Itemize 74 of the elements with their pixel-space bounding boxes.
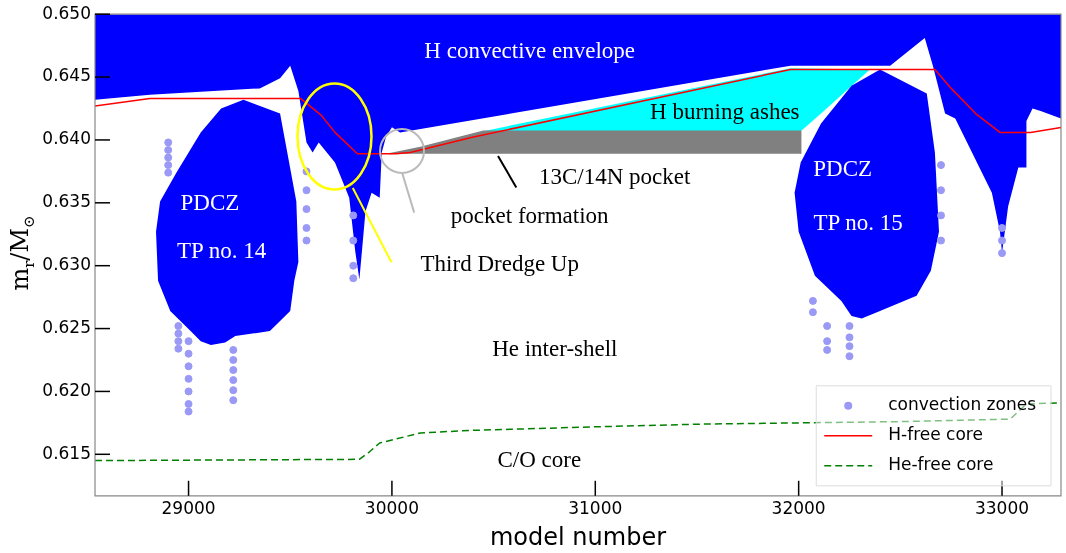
- x-axis-title: model number: [489, 522, 667, 551]
- legend-label: H-free core: [888, 424, 983, 445]
- y-tick-label: 0.645: [42, 65, 91, 86]
- x-tick-label: 31000: [568, 498, 623, 519]
- point: [349, 261, 358, 270]
- point: [229, 356, 238, 364]
- point: [349, 274, 358, 283]
- point: [229, 366, 238, 375]
- point: [823, 322, 832, 331]
- y-tick-label: 0.635: [42, 191, 91, 212]
- annotation: C/O core: [497, 447, 582, 473]
- point: [229, 376, 238, 385]
- point: [164, 153, 173, 162]
- x-tick-label: 32000: [771, 498, 826, 519]
- annotation: H convective envelope: [424, 37, 636, 63]
- y-tick-label: 0.630: [42, 254, 91, 275]
- point: [302, 223, 311, 232]
- annotation: TP no. 15: [813, 209, 903, 235]
- annotation: He inter-shell: [492, 336, 618, 362]
- point: [229, 345, 238, 354]
- point: [184, 362, 193, 371]
- y-tick-label: 0.650: [42, 2, 91, 23]
- point: [845, 342, 854, 351]
- point: [302, 186, 311, 195]
- point: [845, 352, 854, 361]
- point: [184, 349, 193, 358]
- annotation: PDCZ: [813, 156, 873, 182]
- point: [229, 386, 238, 395]
- annotation: PDCZ: [180, 190, 240, 215]
- point: [808, 296, 817, 305]
- legend-label: He-free core: [888, 454, 994, 475]
- point: [998, 236, 1007, 245]
- point: [937, 236, 946, 245]
- point: [174, 322, 183, 331]
- point: [184, 407, 193, 416]
- point: [184, 387, 193, 396]
- point: [823, 337, 832, 346]
- annotation: H burning ashes: [650, 98, 800, 124]
- point: [937, 186, 946, 195]
- point: [823, 345, 832, 354]
- point: [164, 168, 173, 177]
- point: [229, 396, 238, 405]
- point: [808, 308, 817, 317]
- point: [174, 329, 183, 338]
- x-tick-label: 33000: [974, 498, 1030, 519]
- x-tick-label: 30000: [364, 498, 419, 519]
- point: [937, 211, 946, 220]
- annotation: 13C/14N pocket: [539, 163, 692, 189]
- point: [174, 344, 183, 353]
- point: [845, 333, 854, 342]
- point: [937, 161, 946, 170]
- y-tick-label: 0.615: [42, 442, 91, 463]
- annotation: Third Dredge Up: [420, 250, 579, 276]
- point: [998, 249, 1007, 258]
- point: [174, 337, 183, 346]
- point: [164, 161, 173, 170]
- point: [184, 400, 193, 409]
- point: [164, 146, 173, 154]
- point: [349, 236, 358, 245]
- legend-label: convection zones: [888, 394, 1037, 415]
- point: [302, 236, 311, 245]
- point: [845, 322, 854, 331]
- y-tick-label: 0.625: [42, 316, 91, 337]
- x-tick-label: 29000: [161, 498, 216, 519]
- point: [349, 211, 358, 220]
- point: [302, 205, 311, 214]
- annotation: pocket formation: [450, 202, 610, 228]
- y-tick-label: 0.620: [42, 379, 91, 400]
- y-tick-label: 0.640: [42, 128, 91, 149]
- point: [164, 138, 173, 147]
- point: [998, 223, 1007, 232]
- point: [184, 374, 193, 383]
- point: [184, 337, 193, 346]
- annotation: TP no. 14: [176, 237, 267, 263]
